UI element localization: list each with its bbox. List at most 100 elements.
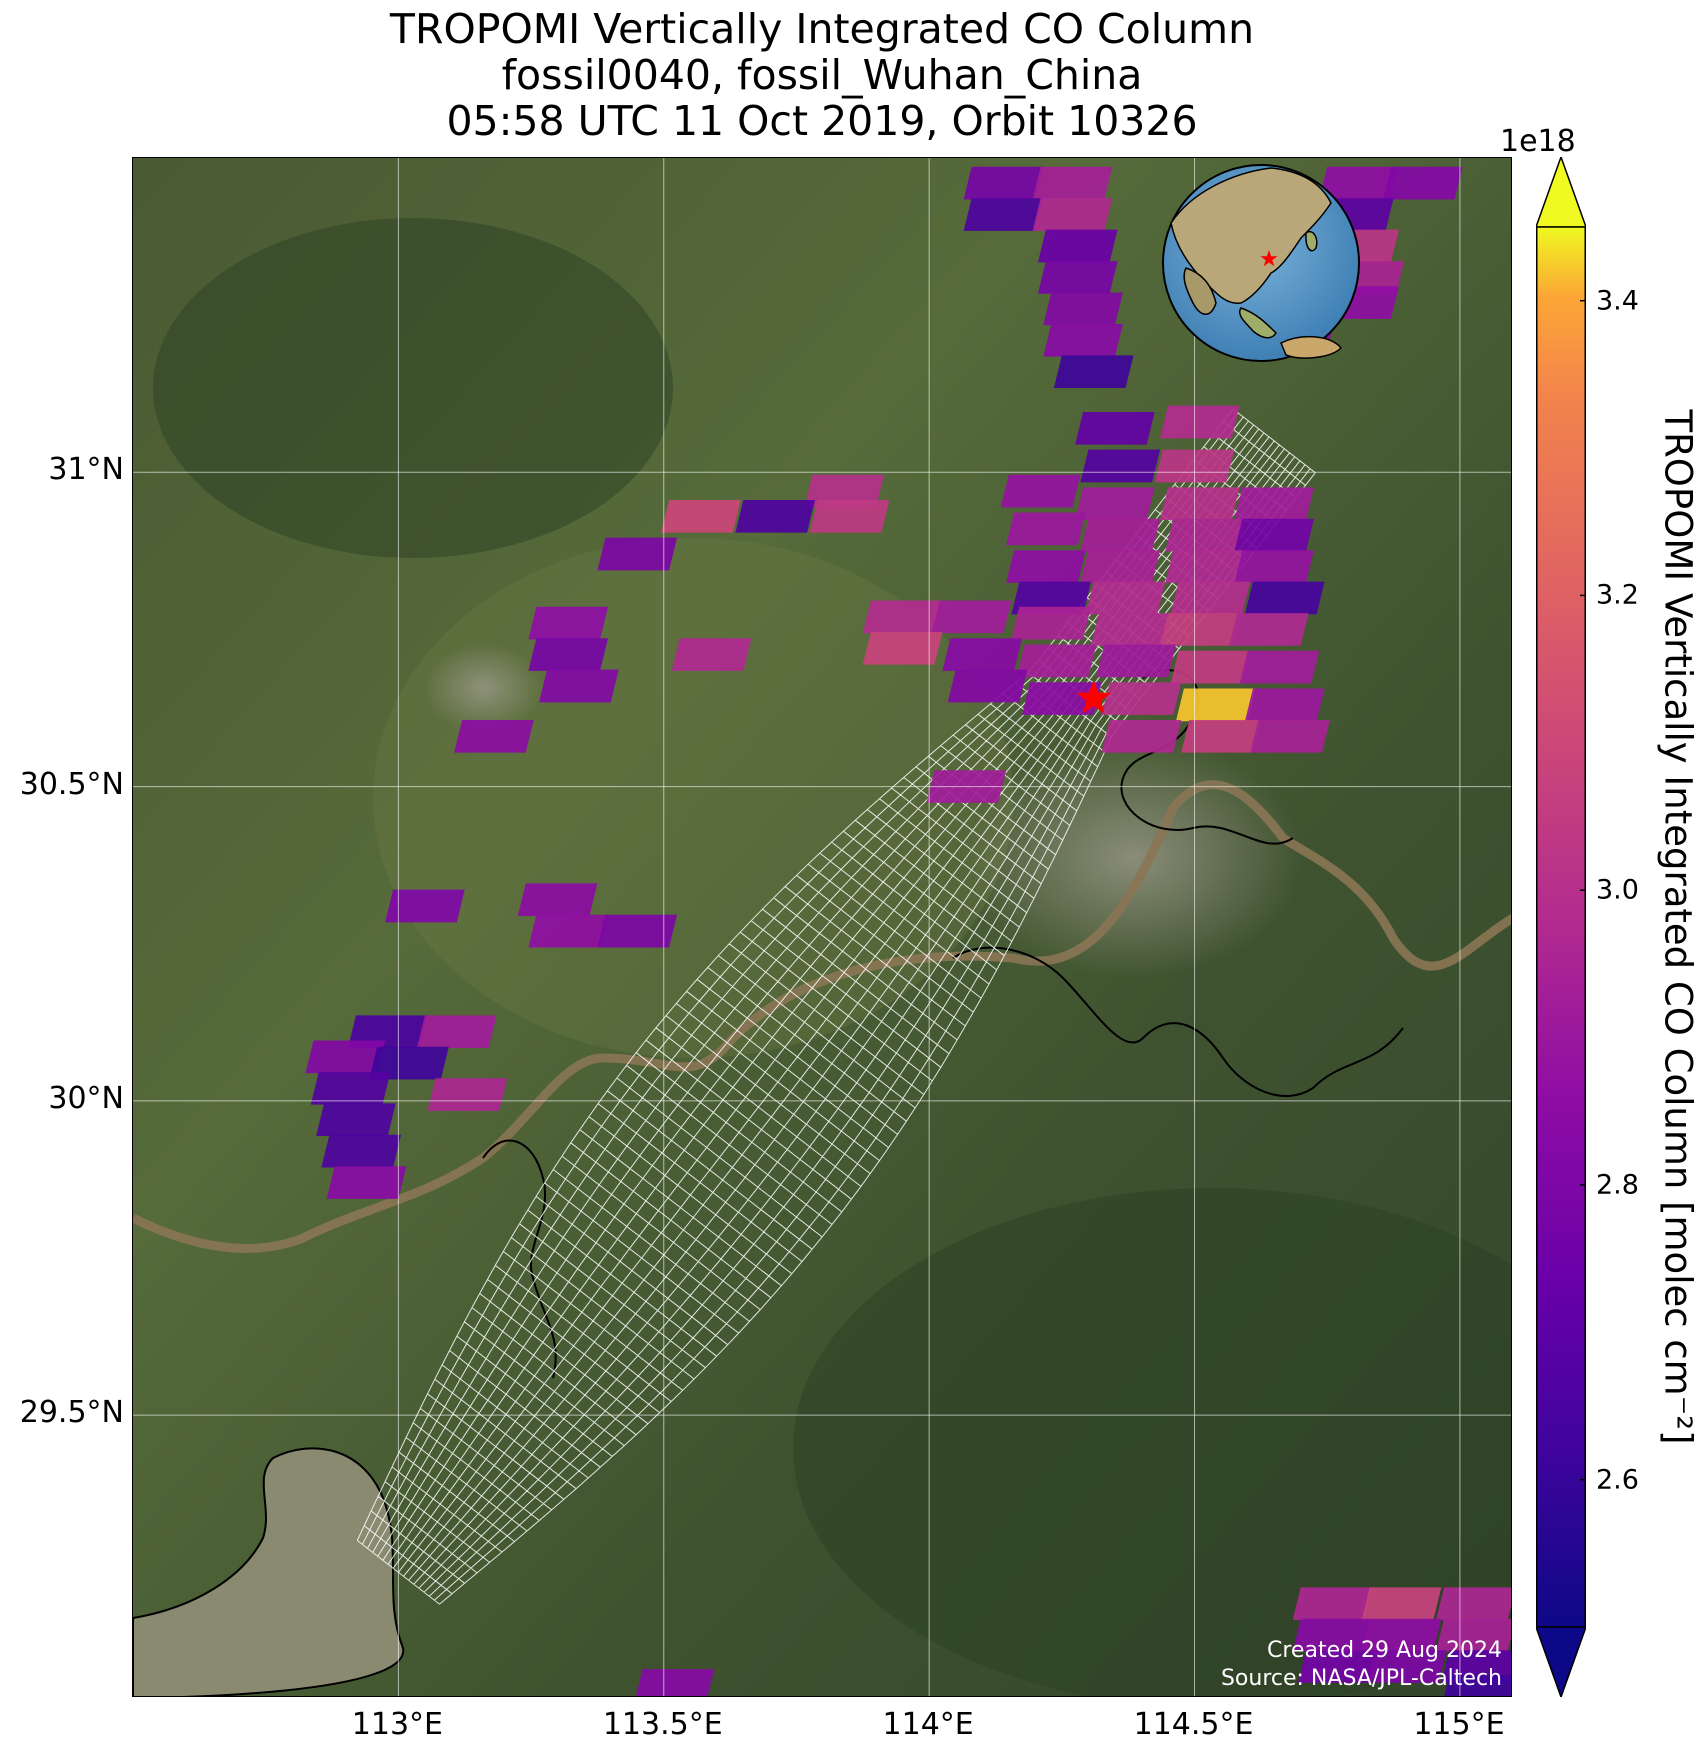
colorbar-tick-label: 3.0 <box>1596 874 1639 906</box>
co-pixel <box>528 638 609 671</box>
co-pixel <box>931 600 1012 634</box>
map-panel[interactable] <box>132 157 1512 1697</box>
co-pixel <box>809 499 890 533</box>
lake-outline-3 <box>1120 669 1294 845</box>
co-pixel <box>1037 261 1118 294</box>
co-pixel <box>1022 682 1102 715</box>
y-tick-label: 29.5°N <box>19 1395 124 1431</box>
co-pixel <box>862 600 943 634</box>
co-pixel <box>528 914 609 948</box>
co-pixel <box>1175 688 1256 722</box>
colorbar-tick-label: 2.8 <box>1596 1169 1639 1201</box>
co-pixel <box>963 166 1044 200</box>
map-canvas[interactable] <box>133 158 1512 1697</box>
co-column-pixels <box>305 166 1511 1696</box>
lat-lon-gridlines <box>133 158 1511 1696</box>
co-pixel <box>385 889 465 923</box>
globe-inset <box>1162 164 1360 362</box>
y-tick-label: 30.5°N <box>19 766 124 802</box>
co-pixel <box>1234 487 1314 521</box>
co-pixel <box>1170 581 1251 615</box>
globe-australia <box>1280 335 1342 359</box>
colorbar-label: TROPOMI Vertically Integrated CO Column … <box>1656 409 1698 1445</box>
co-pixel <box>1096 644 1176 678</box>
lake-outline-2 <box>952 946 1404 1098</box>
co-pixel <box>1165 550 1245 583</box>
x-tick-label: 114°E <box>882 1707 974 1742</box>
y-tick-label: 30°N <box>48 1080 124 1116</box>
co-pixel <box>347 1015 428 1049</box>
poyang-dongting-lake <box>133 1447 405 1696</box>
co-pixel <box>1361 1587 1442 1621</box>
co-pixel <box>1160 405 1240 439</box>
co-pixel <box>1091 613 1171 646</box>
colorbar-extend-bottom <box>1536 1626 1586 1697</box>
map-title-line-3: 05:58 UTC 11 Oct 2019, Orbit 10326 <box>446 97 1198 145</box>
co-pixel <box>1160 487 1240 521</box>
co-pixel <box>1250 719 1330 753</box>
colorbar-tick-label: 2.6 <box>1596 1464 1639 1496</box>
co-pixel <box>1361 1618 1442 1652</box>
credit-source: Source: NASA/JPL-Caltech <box>1220 1666 1502 1691</box>
x-tick-label: 115°E <box>1413 1707 1505 1742</box>
co-pixel <box>517 883 598 917</box>
co-pixel <box>804 474 885 508</box>
co-pixel <box>1006 512 1086 546</box>
co-pixel <box>1101 682 1182 715</box>
co-pixel <box>1075 487 1155 521</box>
co-pixel <box>1043 323 1123 357</box>
co-pixel <box>942 638 1023 671</box>
co-pixel <box>635 1669 715 1696</box>
co-pixel <box>1441 1650 1511 1683</box>
colorbar-gradient <box>1536 226 1586 1628</box>
x-tick-label: 113°E <box>351 1707 443 1742</box>
co-pixel <box>1075 411 1155 445</box>
globe-india <box>1183 267 1217 315</box>
co-pixel <box>1170 650 1251 684</box>
co-pixel <box>1011 581 1092 615</box>
co-pixel <box>671 638 752 671</box>
co-pixel <box>1165 518 1245 552</box>
credit-created: Created 29 Aug 2024 <box>1267 1638 1502 1663</box>
co-pixel <box>597 914 678 948</box>
southern-mountains <box>793 1188 1511 1696</box>
co-pixel <box>1244 581 1325 615</box>
co-pixel <box>1436 1618 1511 1652</box>
map-title-line-1: TROPOMI Vertically Integrated CO Column <box>389 5 1255 53</box>
co-pixel <box>1319 166 1399 200</box>
site-marker-star[interactable] <box>1076 680 1112 714</box>
co-pixel <box>1080 449 1161 483</box>
yangtze-river <box>133 780 1511 1253</box>
co-pixel <box>963 198 1044 231</box>
co-pixel <box>1085 581 1166 615</box>
co-pixel <box>1016 644 1097 678</box>
co-pixel <box>597 537 678 571</box>
co-pixel <box>1043 292 1123 326</box>
globe-se-asia <box>1239 307 1277 339</box>
co-pixel <box>416 1015 497 1049</box>
co-pixel <box>1053 355 1134 389</box>
co-pixel <box>316 1103 396 1137</box>
co-pixel <box>1298 1650 1378 1683</box>
colorbar-multiplier: 1e18 <box>1500 124 1576 159</box>
co-pixel <box>427 1078 508 1111</box>
co-pixel <box>1382 166 1463 200</box>
urban-area <box>963 738 1303 978</box>
co-pixel <box>1006 550 1086 583</box>
co-pixel <box>862 631 943 665</box>
co-pixel <box>735 499 816 533</box>
colorbar-extend-top <box>1536 157 1586 228</box>
co-pixel <box>1011 606 1092 640</box>
co-pixel <box>1080 518 1161 552</box>
colorbar-tick-label: 3.4 <box>1596 285 1639 317</box>
co-pixel <box>326 1166 407 1199</box>
co-pixel <box>1292 1587 1373 1621</box>
y-tick-label: 31°N <box>48 452 124 488</box>
map-title-line-2: fossil0040, fossil_Wuhan_China <box>501 51 1143 99</box>
co-pixel <box>1032 166 1113 200</box>
co-pixel <box>305 1040 386 1074</box>
globe-site-marker-star <box>1260 250 1278 267</box>
co-pixel <box>1080 550 1161 583</box>
co-pixel <box>947 669 1028 703</box>
co-pixel <box>1032 198 1113 231</box>
